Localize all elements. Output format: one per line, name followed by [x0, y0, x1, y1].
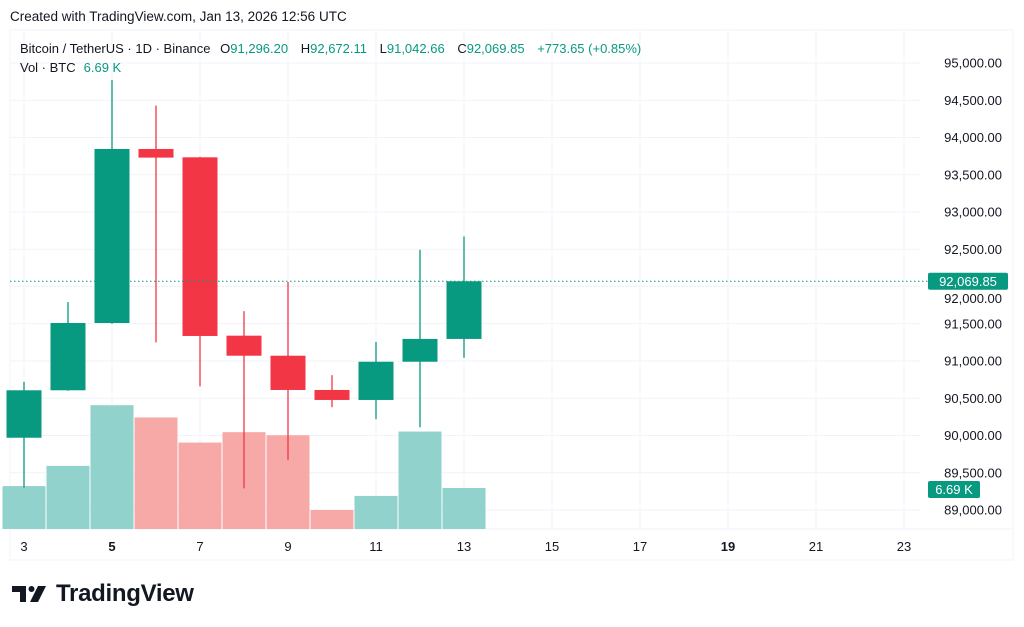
candle: [182, 156, 218, 387]
x-tick-label: 23: [897, 539, 911, 554]
volume-badge: [928, 481, 980, 498]
candle-body: [50, 323, 86, 391]
candle-body: [314, 389, 350, 400]
volume-bar: [354, 495, 398, 529]
open-value: 91,296.20: [230, 41, 289, 56]
symbol-label: Bitcoin / TetherUS · 1D · Binance: [20, 41, 211, 56]
candle-body: [270, 355, 306, 390]
x-tick-label: 9: [284, 539, 291, 554]
y-tick-label: 90,000.00: [944, 428, 1002, 443]
legend-volume-row: Vol · BTC 6.69 K: [20, 58, 650, 77]
candle-body: [182, 157, 218, 336]
last-price-label: 92,069.85: [939, 274, 997, 289]
high-label: H: [300, 41, 311, 56]
x-tick-label: 15: [545, 539, 559, 554]
candle: [226, 311, 262, 489]
y-tick-label: 93,500.00: [944, 167, 1002, 182]
y-tick-label: 92,500.00: [944, 242, 1002, 257]
tradingview-logo[interactable]: TradingView: [12, 580, 194, 608]
y-tick-label: 94,500.00: [944, 93, 1002, 108]
x-tick-label: 3: [20, 539, 27, 554]
y-tick-label: 94,000.00: [944, 130, 1002, 145]
candle-body: [138, 148, 174, 158]
high-value: 92,672.11: [310, 41, 367, 56]
credit-text: Created with TradingView.com, Jan 13, 20…: [10, 9, 347, 24]
x-tick-label: 19: [721, 539, 735, 554]
candle: [50, 302, 86, 391]
volume-bar: [178, 442, 222, 529]
candle: [314, 375, 350, 408]
y-tick-label: 89,000.00: [944, 503, 1002, 518]
legend: Bitcoin / TetherUS · 1D · Binance O91,29…: [20, 39, 650, 77]
candle-body: [358, 361, 394, 400]
x-tick-label: 7: [196, 539, 203, 554]
volume-badge-label: 6.69 K: [935, 482, 973, 497]
y-tick-label: 89,500.00: [944, 465, 1002, 480]
tradingview-logo-icon: [12, 586, 46, 602]
y-tick-label: 95,000.00: [944, 56, 1002, 71]
volume-label: Vol · BTC: [20, 60, 76, 75]
candle: [94, 80, 130, 324]
candle-body: [402, 338, 438, 362]
close-value: 92,069.85: [466, 41, 525, 56]
volume-bar: [2, 486, 46, 529]
y-tick-label: 91,000.00: [944, 354, 1002, 369]
y-tick-label: 92,000.00: [944, 291, 1002, 306]
low-value: 91,042.66: [386, 41, 445, 56]
volume-bar: [398, 431, 442, 529]
change-value: +773.65 (+0.85%): [537, 41, 642, 56]
candle-body: [446, 281, 482, 339]
x-tick-label: 5: [108, 539, 115, 554]
candle: [358, 342, 394, 420]
candle-body: [94, 148, 130, 324]
tradingview-logo-text: TradingView: [56, 580, 194, 607]
volume-bar: [90, 405, 134, 529]
close-label: C: [457, 41, 467, 56]
volume-bar: [46, 465, 90, 529]
volume-bar: [442, 488, 486, 529]
last-price-badge: [928, 272, 1008, 290]
volume-bar: [310, 510, 354, 529]
candle: [402, 249, 438, 428]
x-tick-label: 17: [633, 539, 647, 554]
candle: [446, 236, 482, 358]
low-label: L: [379, 41, 387, 56]
x-tick-label: 21: [809, 539, 823, 554]
volume-bar: [134, 417, 178, 529]
open-label: O: [220, 41, 231, 56]
x-tick-label: 13: [457, 539, 471, 554]
volume-value: 6.69 K: [83, 60, 122, 75]
candle: [138, 105, 174, 343]
legend-ohlc-row: Bitcoin / TetherUS · 1D · Binance O91,29…: [20, 39, 650, 58]
y-tick-label: 91,500.00: [944, 316, 1002, 331]
y-tick-label: 93,000.00: [944, 205, 1002, 220]
candle-body: [6, 390, 42, 438]
candle-body: [226, 335, 262, 356]
candle: [270, 282, 306, 461]
x-tick-label: 11: [369, 539, 383, 554]
y-tick-label: 90,500.00: [944, 391, 1002, 406]
candle: [6, 381, 42, 488]
